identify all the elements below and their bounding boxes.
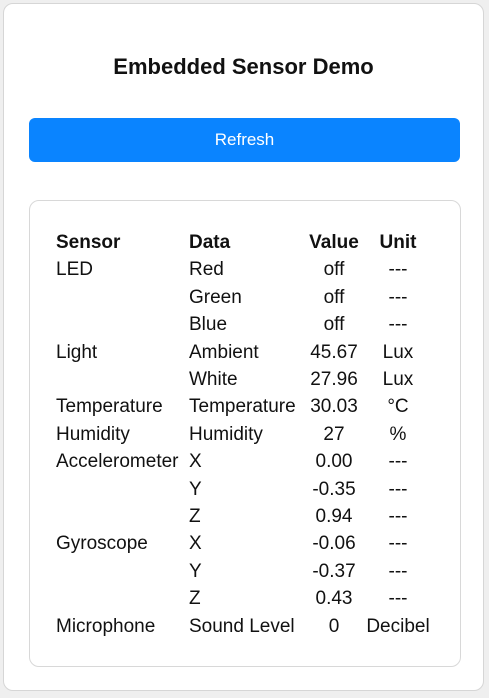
cell-unit: --- <box>388 259 408 281</box>
cell-data: Sound Level <box>189 615 295 637</box>
cell-data: Temperature <box>189 396 296 418</box>
cell-data: White <box>189 369 238 391</box>
cell-sensor <box>56 585 189 612</box>
cell-sensor: LED <box>56 259 93 281</box>
cell-unit: --- <box>388 588 408 610</box>
cell-sensor: Light <box>56 341 98 363</box>
page-title: Embedded Sensor Demo <box>113 54 374 79</box>
cell-sensor <box>56 311 189 338</box>
cell-value: -0.35 <box>312 478 356 500</box>
cell-unit: --- <box>388 478 408 500</box>
table-row: Z 0.94 --- <box>56 503 431 530</box>
cell-unit: Decibel <box>366 615 430 637</box>
cell-value: 45.67 <box>310 341 358 363</box>
table-row: Green off --- <box>56 284 431 311</box>
header-value: Value <box>309 232 359 253</box>
table-row: Microphone Sound Level 0 Decibel <box>56 613 431 640</box>
cell-unit: Lux <box>382 341 414 363</box>
sensor-table-panel: Sensor Data Value Unit LED Red off --- Green… <box>29 200 461 667</box>
cell-unit: --- <box>388 560 408 582</box>
table-row: White 27.96 Lux <box>56 366 431 393</box>
cell-data: Y <box>189 478 202 500</box>
table-row: LED Red off --- <box>56 256 431 283</box>
cell-unit: --- <box>388 533 408 555</box>
cell-unit: --- <box>388 286 408 308</box>
table-row: Z 0.43 --- <box>56 585 431 612</box>
cell-sensor <box>56 476 189 503</box>
cell-data: Red <box>189 259 224 281</box>
cell-sensor <box>56 558 189 585</box>
cell-unit: °C <box>387 396 409 418</box>
cell-data: Blue <box>189 314 228 336</box>
table-header-row: Sensor Data Value Unit <box>56 229 431 256</box>
cell-unit: --- <box>388 314 408 336</box>
cell-data: Z <box>189 588 201 610</box>
cell-unit: Lux <box>382 369 414 391</box>
cell-sensor: Humidity <box>56 423 130 445</box>
cell-value: 27.96 <box>310 369 358 391</box>
cell-sensor <box>56 503 189 530</box>
cell-value: off <box>323 314 345 336</box>
cell-data: Green <box>189 286 242 308</box>
cell-value: off <box>323 286 345 308</box>
table-row: Accelerometer X 0.00 --- <box>56 448 431 475</box>
table-row: Gyroscope X -0.06 --- <box>56 530 431 557</box>
table-row: Humidity Humidity 27% <box>56 421 431 448</box>
cell-sensor <box>56 366 189 393</box>
cell-value: off <box>323 259 345 281</box>
cell-value: 30.03 <box>310 396 358 418</box>
cell-unit: --- <box>388 506 408 528</box>
cell-data: Humidity <box>189 423 263 445</box>
table-row: Blue off --- <box>56 311 431 338</box>
cell-data: X <box>189 533 202 555</box>
cell-value: 0.94 <box>315 506 353 528</box>
sensor-table-body: LED Red off --- Green off --- Blue off --- Light Am… <box>56 256 431 640</box>
header-data: Data <box>189 232 231 253</box>
cell-sensor: Temperature <box>56 396 163 418</box>
cell-value: 0.43 <box>315 588 353 610</box>
cell-data: Ambient <box>189 341 259 363</box>
cell-unit: --- <box>388 451 408 473</box>
cell-sensor: Accelerometer <box>56 451 179 473</box>
cell-value: -0.37 <box>312 560 356 582</box>
cell-value: 27 <box>323 423 345 445</box>
table-row: Temperature Temperature 30.03 °C <box>56 393 431 420</box>
cell-sensor <box>56 284 189 311</box>
table-row: Y -0.37 --- <box>56 558 431 585</box>
cell-value: 0 <box>328 615 340 637</box>
header-sensor: Sensor <box>56 232 121 253</box>
cell-sensor: Microphone <box>56 615 156 637</box>
refresh-button[interactable]: Refresh <box>29 118 460 162</box>
table-row: Y -0.35 --- <box>56 476 431 503</box>
cell-unit: % <box>389 423 407 445</box>
cell-value: -0.06 <box>312 533 356 555</box>
table-row: Light Ambient 45.67 Lux <box>56 339 431 366</box>
cell-sensor: Gyroscope <box>56 533 148 555</box>
cell-data: Y <box>189 560 202 582</box>
cell-data: Z <box>189 506 201 528</box>
cell-data: X <box>189 451 202 473</box>
header-unit: Unit <box>379 232 417 253</box>
sensor-table: Sensor Data Value Unit LED Red off --- Green… <box>56 229 431 640</box>
main-card: Embedded Sensor Demo Refresh Sensor Data… <box>3 3 484 691</box>
cell-value: 0.00 <box>315 451 353 473</box>
